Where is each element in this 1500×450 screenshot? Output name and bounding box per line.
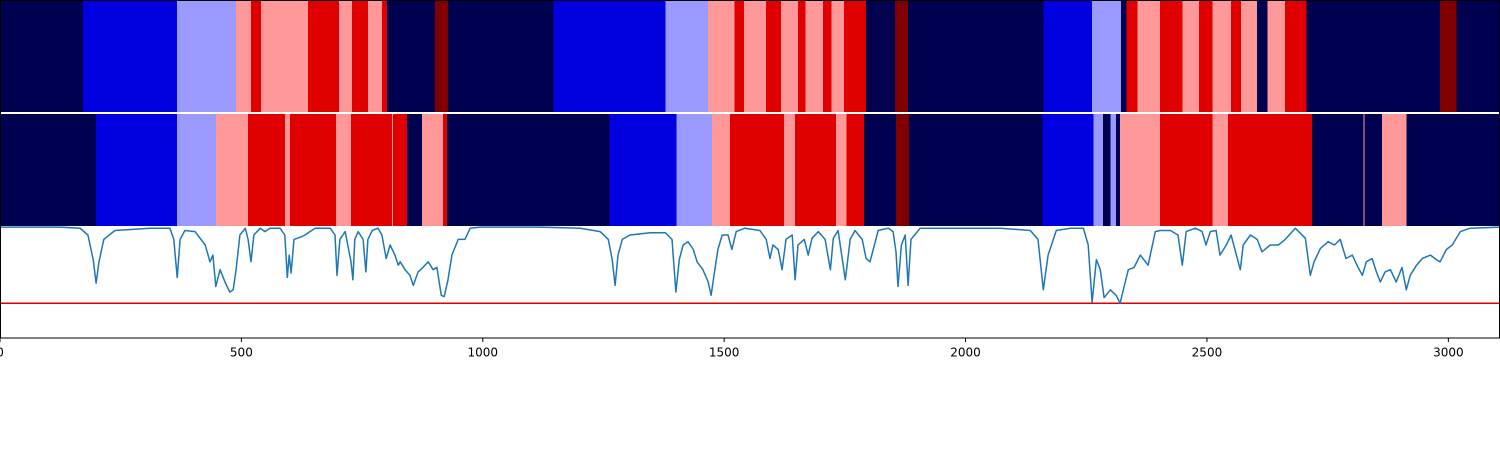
segment — [1241, 0, 1258, 112]
segment — [392, 114, 393, 226]
segment — [1364, 114, 1383, 226]
segment — [1042, 114, 1094, 226]
segment — [1382, 114, 1407, 226]
segment — [338, 0, 352, 112]
segment — [795, 114, 837, 226]
segment — [434, 0, 449, 112]
segment — [665, 0, 709, 112]
segment — [350, 114, 393, 226]
segment — [712, 114, 730, 226]
x-tick-label: 1000 — [468, 346, 499, 360]
segment — [896, 114, 910, 226]
segment — [1093, 114, 1104, 226]
segment — [443, 114, 448, 226]
segment — [261, 0, 309, 112]
segment — [336, 114, 351, 226]
segment — [1440, 0, 1457, 112]
segment — [1231, 0, 1242, 112]
x-tick-label: 1500 — [709, 346, 740, 360]
segment — [1267, 0, 1286, 112]
segment — [846, 114, 865, 226]
segment — [734, 0, 744, 112]
segment — [708, 0, 735, 112]
segment — [284, 114, 291, 226]
segment — [609, 114, 677, 226]
segment — [1043, 0, 1093, 112]
x-tick-label: 500 — [230, 346, 253, 360]
segment — [367, 0, 382, 112]
segment — [1126, 0, 1138, 112]
segment — [392, 114, 407, 226]
segment — [866, 0, 896, 112]
segment — [1103, 114, 1111, 226]
segment — [177, 114, 216, 226]
segment — [83, 0, 178, 112]
segment — [1116, 114, 1121, 226]
segment — [1456, 0, 1500, 112]
segment — [766, 0, 782, 112]
signal-line — [0, 226, 1500, 305]
segment — [909, 114, 1043, 226]
segment — [784, 114, 796, 226]
segment — [864, 114, 897, 226]
segment — [743, 0, 767, 112]
segment — [421, 114, 444, 226]
segment — [908, 0, 1044, 112]
segment — [1212, 0, 1232, 112]
segment — [177, 0, 237, 112]
segment — [553, 0, 666, 112]
segment — [1160, 0, 1183, 112]
segment — [1312, 114, 1364, 226]
segment — [1406, 114, 1500, 226]
segment — [406, 114, 422, 226]
segment — [308, 0, 339, 112]
segment — [351, 0, 368, 112]
segment — [447, 114, 610, 226]
x-tick-label: 2000 — [950, 346, 981, 360]
segment — [1160, 114, 1213, 226]
segment — [798, 0, 806, 112]
segment — [781, 0, 799, 112]
segment — [1306, 0, 1441, 112]
segment — [823, 0, 832, 112]
segment — [1137, 0, 1161, 112]
x-tick-label: 0 — [0, 346, 4, 360]
segment — [381, 0, 388, 112]
segment — [248, 114, 285, 226]
segment — [236, 0, 252, 112]
segment — [1363, 114, 1365, 226]
segment — [96, 114, 178, 226]
segment — [1257, 0, 1268, 112]
segment — [805, 0, 824, 112]
segment — [836, 114, 847, 226]
segment — [1121, 0, 1127, 112]
segment — [0, 0, 84, 112]
segment — [290, 114, 337, 226]
segment — [729, 114, 785, 226]
x-tick-label: 3000 — [1433, 346, 1464, 360]
segment — [1212, 114, 1229, 226]
segment — [1110, 114, 1117, 226]
segment — [387, 0, 435, 112]
segment — [251, 0, 262, 112]
segment — [1199, 0, 1213, 112]
segment — [1182, 0, 1200, 112]
x-tick-label: 2500 — [1192, 346, 1223, 360]
segment — [1120, 114, 1161, 226]
segment — [676, 114, 713, 226]
segment — [448, 0, 554, 112]
segment — [1285, 0, 1307, 112]
segment — [0, 114, 97, 226]
segment — [831, 0, 844, 112]
segment — [895, 0, 909, 112]
segment — [1092, 0, 1122, 112]
segment — [1228, 114, 1313, 226]
segment — [215, 114, 249, 226]
segment — [843, 0, 867, 112]
